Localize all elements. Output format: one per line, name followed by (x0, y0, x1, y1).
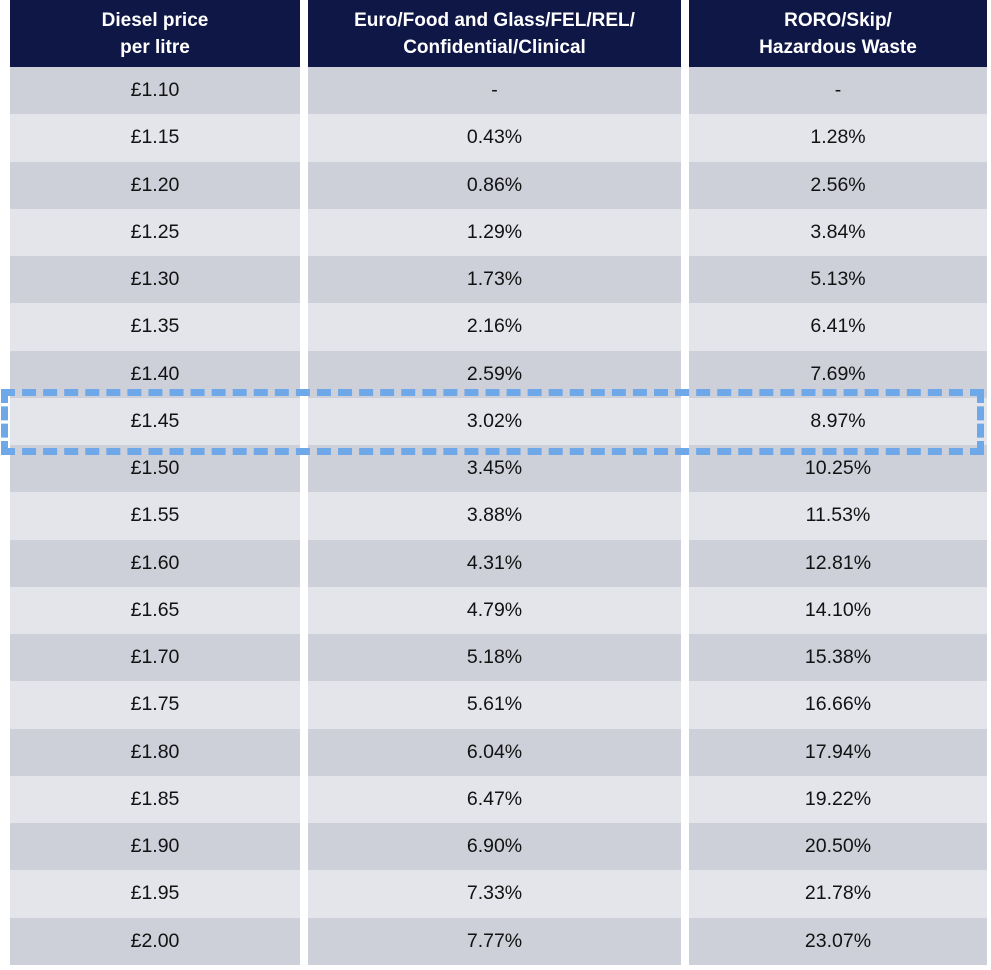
roro-surcharge-cell: 5.13% (689, 256, 987, 304)
diesel-price-cell: £1.85 (10, 775, 300, 823)
euro-surcharge-cell: 1.29% (308, 208, 681, 256)
header-cell-euro-food-glass-fel-rel: Euro/Food and Glass/FEL/REL/ Confidentia… (308, 0, 681, 67)
roro-surcharge-cell: 19.22% (689, 775, 987, 823)
diesel-price-cell: £1.10 (10, 67, 300, 115)
euro-surcharge-cell: 5.61% (308, 681, 681, 729)
roro-surcharge-cell: 16.66% (689, 681, 987, 729)
diesel-price-cell: £1.60 (10, 539, 300, 587)
roro-surcharge-cell: 15.38% (689, 634, 987, 682)
roro-surcharge-cell: 17.94% (689, 728, 987, 776)
diesel-price-cell: £2.00 (10, 917, 300, 965)
euro-surcharge-cell: 5.18% (308, 634, 681, 682)
euro-surcharge-cell: 2.59% (308, 350, 681, 398)
header-cell-diesel-price: Diesel price per litre (10, 0, 300, 67)
roro-surcharge-cell: 1.28% (689, 114, 987, 162)
roro-surcharge-cell: 7.69% (689, 350, 987, 398)
diesel-price-cell: £1.90 (10, 823, 300, 871)
roro-surcharge-cell: 20.50% (689, 823, 987, 871)
header-cell-roro-skip-hazardous: RORO/Skip/ Hazardous Waste (689, 0, 987, 67)
euro-surcharge-cell: 7.77% (308, 917, 681, 965)
roro-surcharge-cell: 10.25% (689, 445, 987, 493)
diesel-price-cell: £1.75 (10, 681, 300, 729)
euro-surcharge-cell: 1.73% (308, 256, 681, 304)
roro-surcharge-cell: 3.84% (689, 208, 987, 256)
euro-surcharge-cell: 7.33% (308, 870, 681, 918)
euro-surcharge-cell: 3.02% (308, 397, 681, 445)
roro-surcharge-cell: - (689, 67, 987, 115)
diesel-price-cell: £1.25 (10, 208, 300, 256)
roro-surcharge-cell: 2.56% (689, 161, 987, 209)
roro-surcharge-cell: 12.81% (689, 539, 987, 587)
diesel-price-cell: £1.20 (10, 161, 300, 209)
diesel-price-cell: £1.95 (10, 870, 300, 918)
diesel-price-cell: £1.65 (10, 586, 300, 634)
euro-surcharge-cell: 0.86% (308, 161, 681, 209)
roro-surcharge-cell: 14.10% (689, 586, 987, 634)
roro-surcharge-cell: 23.07% (689, 917, 987, 965)
euro-surcharge-cell: 2.16% (308, 303, 681, 351)
euro-surcharge-cell: 3.45% (308, 445, 681, 493)
diesel-price-cell: £1.45 (10, 397, 300, 445)
diesel-price-cell: £1.40 (10, 350, 300, 398)
roro-surcharge-cell: 21.78% (689, 870, 987, 918)
roro-surcharge-cell: 8.97% (689, 397, 987, 445)
roro-surcharge-cell: 11.53% (689, 492, 987, 540)
diesel-price-cell: £1.80 (10, 728, 300, 776)
diesel-price-cell: £1.15 (10, 114, 300, 162)
diesel-price-cell: £1.50 (10, 445, 300, 493)
euro-surcharge-cell: 6.90% (308, 823, 681, 871)
euro-surcharge-cell: 4.31% (308, 539, 681, 587)
roro-surcharge-cell: 6.41% (689, 303, 987, 351)
euro-surcharge-cell: 0.43% (308, 114, 681, 162)
diesel-price-cell: £1.55 (10, 492, 300, 540)
euro-surcharge-cell: 6.04% (308, 728, 681, 776)
euro-surcharge-cell: 3.88% (308, 492, 681, 540)
euro-surcharge-cell: - (308, 67, 681, 115)
euro-surcharge-cell: 6.47% (308, 775, 681, 823)
diesel-price-cell: £1.35 (10, 303, 300, 351)
euro-surcharge-cell: 4.79% (308, 586, 681, 634)
diesel-price-cell: £1.70 (10, 634, 300, 682)
diesel-price-cell: £1.30 (10, 256, 300, 304)
